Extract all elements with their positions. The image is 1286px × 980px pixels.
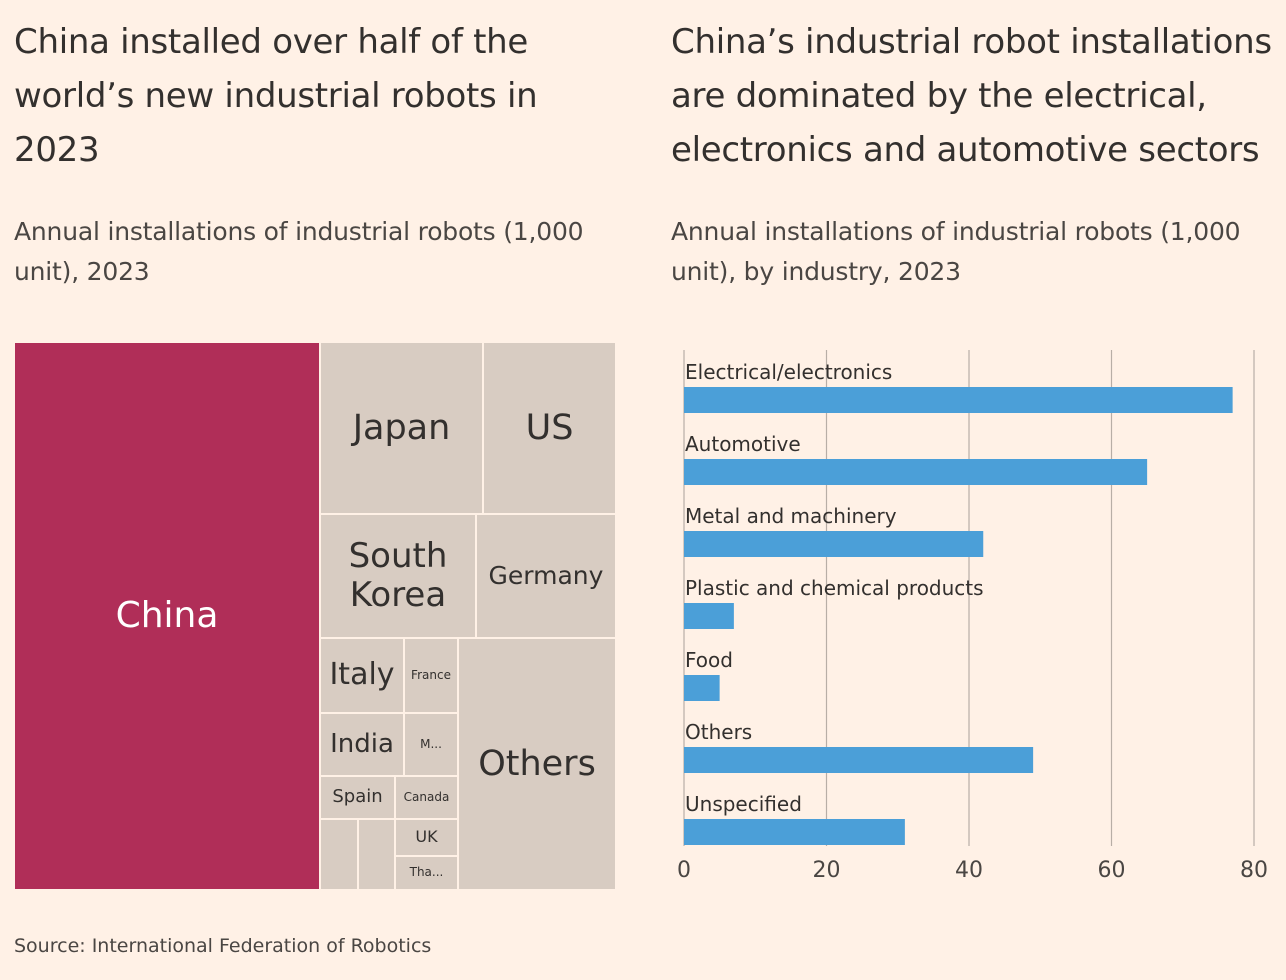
treemap-cell-canada: Canada (395, 776, 458, 819)
x-tick-label-20: 20 (813, 858, 841, 883)
treemap-label-germany: Germany (488, 560, 604, 590)
treemap-label-others: Others (478, 743, 596, 784)
treemap-cell-tha: Tha... (395, 856, 458, 890)
bar-6 (684, 819, 905, 845)
bar-label-2: Metal and machinery (685, 504, 897, 528)
x-tick-label-40: 40 (955, 858, 983, 883)
left-chart-subtitle: Annual installations of industrial robot… (14, 217, 584, 286)
treemap-cell-others: Others (458, 638, 616, 890)
treemap-label-japan: Japan (352, 407, 451, 448)
bar-label-0: Electrical/electronics (685, 360, 892, 384)
source-note: Source: International Federation of Robo… (14, 935, 432, 957)
left-chart-title: China installed over half of the world’s… (14, 22, 538, 170)
bar-label-6: Unspecified (685, 792, 802, 816)
treemap-label-uk: UK (415, 827, 438, 847)
treemap-label-us: US (525, 407, 574, 448)
treemap-label-spain: Spain (332, 786, 383, 808)
bar-5 (684, 747, 1034, 773)
treemap-cell-germany: Germany (476, 514, 616, 638)
treemap-cell-spain: Spain (320, 776, 395, 819)
treemap-cell-us: US (483, 342, 616, 514)
treemap-label-tha: Tha... (409, 865, 444, 880)
bar-label-5: Others (685, 720, 752, 744)
treemap-label-south-korea: South Korea (348, 535, 448, 615)
treemap-cell-m: M... (404, 713, 458, 776)
treemap-label-italy: Italy (329, 657, 395, 693)
right-chart-subtitle: Annual installations of industrial robot… (671, 217, 1241, 286)
bar-label-1: Automotive (685, 432, 801, 456)
treemap-cell-italy: Italy (320, 638, 404, 713)
treemap-cell-unlabeled-2 (358, 819, 395, 890)
treemap-cell-china: China (14, 342, 320, 890)
bar-4 (684, 675, 720, 701)
treemap-label-china: China (115, 595, 219, 637)
country-treemap: China Japan US South Korea Germany Italy… (14, 342, 616, 890)
treemap-label-france: France (411, 667, 451, 682)
x-tick-label-60: 60 (1098, 858, 1126, 883)
treemap-cell-unlabeled-1 (320, 819, 358, 890)
treemap-cell-india: India (320, 713, 404, 776)
bar-label-3: Plastic and chemical products (685, 576, 984, 600)
treemap-cell-south-korea: South Korea (320, 514, 476, 638)
bar-0 (684, 387, 1233, 413)
bar-2 (684, 531, 984, 557)
bar-label-4: Food (685, 648, 733, 672)
treemap-cell-japan: Japan (320, 342, 483, 514)
bar-1 (684, 459, 1148, 485)
treemap-label-m: M... (420, 736, 442, 751)
x-tick-label-80: 80 (1240, 858, 1268, 883)
treemap-label-canada: Canada (403, 789, 450, 804)
right-chart-title: China’s industrial robot installations a… (671, 22, 1272, 170)
treemap-label-india: India (330, 728, 394, 759)
treemap-cell-uk: UK (395, 819, 458, 856)
treemap-cell-france: France (404, 638, 458, 713)
x-tick-label-0: 0 (677, 858, 691, 883)
bar-3 (684, 603, 734, 629)
